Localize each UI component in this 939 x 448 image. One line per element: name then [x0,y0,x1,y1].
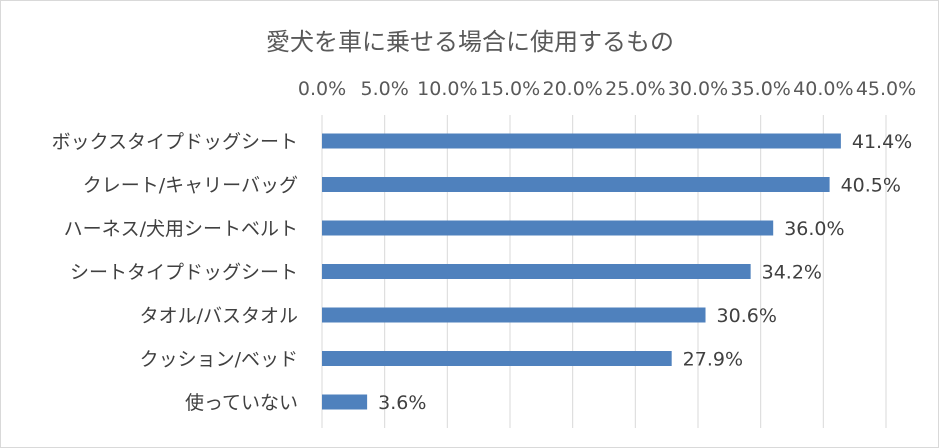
value-label: 34.2% [762,262,822,284]
value-label: 41.4% [852,131,912,153]
bar [322,177,830,192]
x-tick-label: 25.0% [605,78,665,100]
bar [322,220,774,236]
category-label: ハーネス/犬用シートベルト [64,218,298,240]
x-tick-label: 5.0% [361,78,409,100]
x-tick-label: 15.0% [480,78,540,100]
value-label: 36.0% [784,218,844,240]
category-label: タオル/バスタオル [140,305,298,327]
bar [322,394,368,410]
value-label: 40.5% [841,175,901,197]
gridlines [321,115,887,428]
bars [322,133,841,410]
x-tick-label: 30.0% [668,78,728,100]
x-tick-label: 40.0% [793,78,853,100]
value-label: 3.6% [378,392,426,414]
bar [322,307,706,323]
value-label: 27.9% [683,349,743,371]
chart-title: 愛犬を車に乗せる場合に使用するもの [266,28,674,56]
x-axis-ticks: 0.0% 5.0% 10.0% 15.0% 20.0% 25.0% 30.0% 35.0% 40… [298,78,916,100]
x-tick-label: 20.0% [542,78,602,100]
x-tick-label: 10.0% [417,78,477,100]
category-label: クレート/キャリーバッグ [83,175,298,197]
category-label: 使っていない [185,392,298,414]
x-tick-label: 45.0% [856,78,916,100]
bar [322,133,841,149]
value-label: 30.6% [717,305,777,327]
value-labels: 41.4% 40.5% 36.0% 34.2% 30.6% 27.9% 3.6% [378,131,912,414]
x-tick-label: 35.0% [730,78,790,100]
x-tick-label: 0.0% [298,78,346,100]
bar [322,264,751,279]
category-label: ボックスタイプドッグシート [52,131,298,153]
bar [322,351,672,366]
category-labels: ボックスタイプドッグシートクレート/キャリーバッグハーネス/犬用シートベルトシー… [52,131,298,414]
category-label: クッション/ベッド [140,349,298,371]
category-label: シートタイプドッグシート [70,262,298,284]
